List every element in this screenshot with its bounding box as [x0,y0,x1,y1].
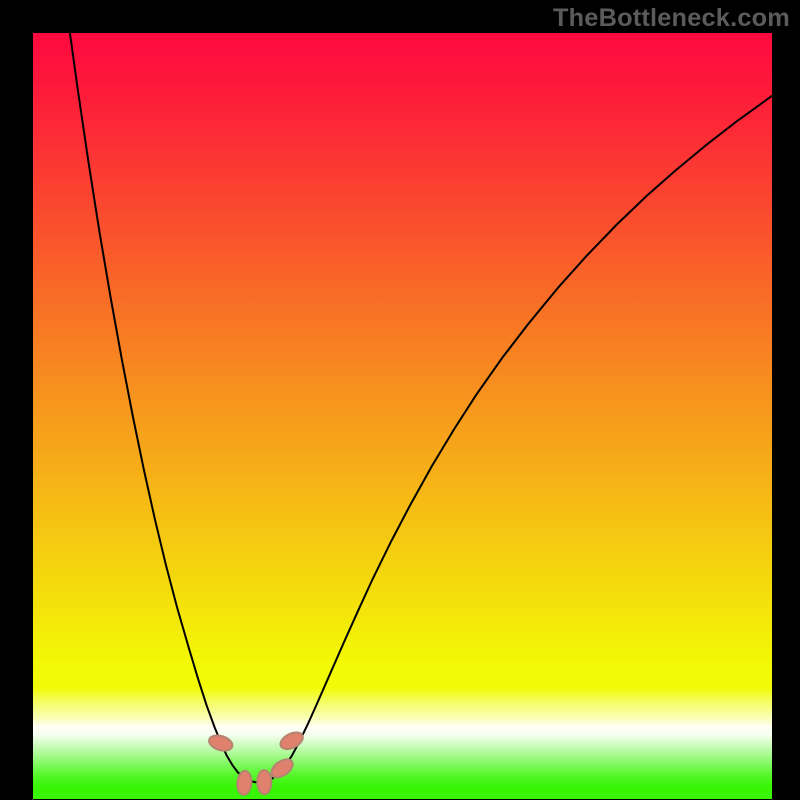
plot-area [33,33,772,799]
watermark-text: TheBottleneck.com [553,4,790,33]
data-marker [257,770,271,794]
chart-frame: TheBottleneck.com [0,0,800,800]
gradient-background [33,33,772,799]
chart-svg [33,33,772,799]
